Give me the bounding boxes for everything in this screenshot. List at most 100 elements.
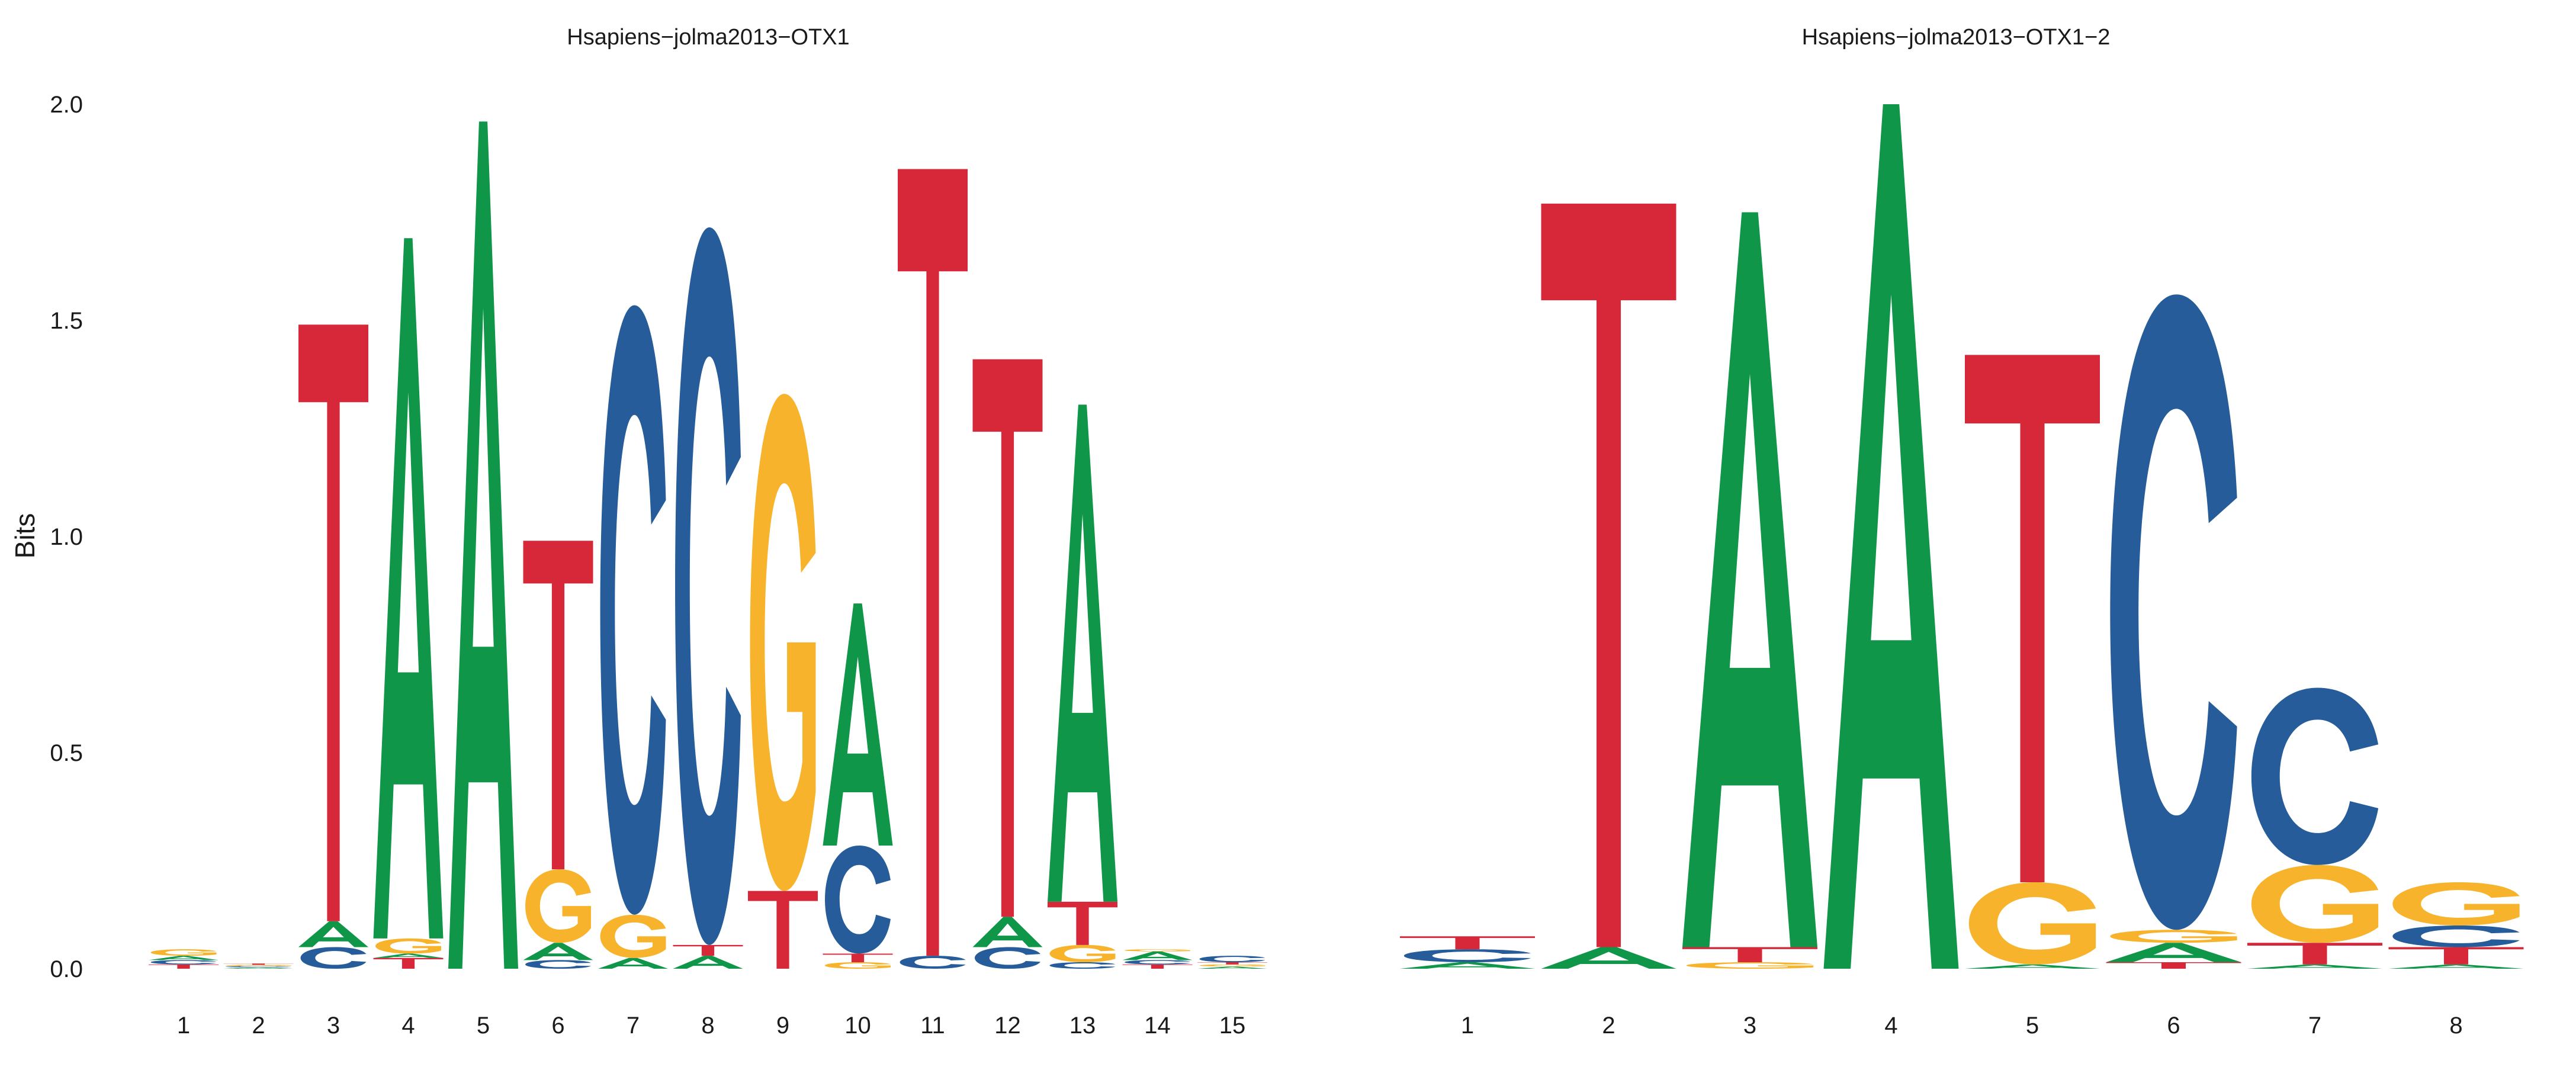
- x-tick-label: 8: [701, 1013, 714, 1039]
- letter-t-p1: [149, 964, 219, 969]
- letter-a-p3: [298, 921, 368, 947]
- x-tick-label: 11: [920, 1013, 945, 1039]
- letter-a-p5: [448, 121, 518, 969]
- letter-c-p7: [2251, 687, 2379, 865]
- letter-a-p4: [373, 238, 444, 939]
- letter-t-p6: [523, 541, 593, 870]
- x-tick-label: 1: [177, 1013, 190, 1039]
- y-axis-label: Bits: [9, 513, 40, 559]
- letter-t-p8: [673, 944, 743, 956]
- letter-t-p4: [373, 957, 444, 969]
- letter-t-p2: [1541, 203, 1676, 947]
- letter-g-p2: [226, 965, 291, 966]
- letter-c-p2: [226, 966, 291, 968]
- x-tick-label: 4: [1884, 1013, 1897, 1039]
- letter-t-p12: [972, 359, 1043, 917]
- letter-t-p15: [1197, 962, 1267, 965]
- letter-c-p10: [825, 845, 891, 954]
- x-tick-label: 5: [2026, 1013, 2039, 1039]
- x-tick-label: 2: [1602, 1013, 1615, 1039]
- x-tick-label: 3: [327, 1013, 340, 1039]
- letter-t-p9: [748, 891, 818, 969]
- logo-panel-otx1: Hsapiens−jolma2013−OTX1 1 2 3 4 5 6 7 8 9 10 11 12 1…: [149, 25, 1267, 1039]
- letter-a-p3: [1682, 212, 1817, 947]
- letter-c-p12: [975, 947, 1040, 969]
- x-tick-label: 1: [1461, 1013, 1474, 1039]
- letter-a-p2: [223, 967, 294, 969]
- x-tick-label: 3: [1743, 1013, 1756, 1039]
- letter-t-p5: [1965, 355, 2100, 882]
- letter-c-p7: [600, 305, 666, 915]
- letter-g-p8: [2392, 882, 2520, 925]
- letter-g-p10: [825, 962, 891, 969]
- letter-g-p6: [2110, 930, 2237, 943]
- x-tick-label: 14: [1144, 1013, 1171, 1039]
- letter-g-p15: [1199, 964, 1265, 967]
- letter-a-p2: [1541, 947, 1676, 969]
- letter-t-p13: [1048, 901, 1117, 945]
- logo-panel-otx1-2: Hsapiens−jolma2013−OTX1−2 1 2 3 4 5 6 7 8: [1400, 25, 2524, 1039]
- letter-t-p6: [2106, 962, 2241, 969]
- x-tick-label: 4: [402, 1013, 415, 1039]
- x-tick-label: 6: [551, 1013, 564, 1039]
- letter-a-p6: [2106, 943, 2241, 963]
- letter-a-p6: [523, 943, 593, 960]
- panel-title-otx1-2: Hsapiens−jolma2013−OTX1−2: [1802, 25, 2111, 50]
- x-tick-label: 13: [1069, 1013, 1096, 1039]
- letter-t-p8: [2388, 947, 2524, 965]
- letter-a-p8: [673, 956, 743, 969]
- letter-a-p7: [2247, 964, 2382, 969]
- x-tick-label: 12: [994, 1013, 1021, 1039]
- letter-a-p13: [1048, 404, 1117, 902]
- letter-c-p1: [150, 960, 217, 965]
- letter-g-p5: [1968, 882, 2096, 965]
- x-tick-label: 7: [2308, 1013, 2321, 1039]
- y-axis: Bits 0.0 0.5 1.0 1.5 2.0: [9, 92, 83, 982]
- letter-g-p3: [1686, 962, 1814, 969]
- letter-c-p3: [300, 947, 367, 969]
- letter-g-p1: [150, 949, 217, 956]
- letter-a-p4: [373, 953, 444, 958]
- panel-title-otx1: Hsapiens−jolma2013−OTX1: [567, 25, 849, 50]
- letter-t-p11: [898, 169, 968, 956]
- y-tick-label: 0.0: [50, 956, 83, 982]
- letter-c-p8: [675, 227, 741, 945]
- letter-c-p6: [525, 960, 591, 969]
- x-tick-label: 7: [627, 1013, 640, 1039]
- letter-g-p9: [750, 394, 816, 891]
- letter-c-p11: [900, 956, 966, 969]
- x-tick-label: 5: [477, 1013, 490, 1039]
- letter-c-p8: [2392, 925, 2520, 947]
- letter-a-p1: [1400, 962, 1535, 969]
- letter-a-p14: [1122, 951, 1193, 960]
- letter-t-p1: [1400, 936, 1535, 950]
- letter-t-p14: [1122, 964, 1193, 969]
- letter-a-p4: [1823, 104, 1959, 969]
- letter-c-p14: [1125, 960, 1190, 965]
- letter-g-p7: [2251, 865, 2379, 943]
- x-tick-label: 8: [2449, 1013, 2462, 1039]
- letter-a-p7: [598, 957, 668, 969]
- letter-a-p1: [149, 956, 219, 960]
- letter-a-p12: [972, 917, 1043, 947]
- letter-c-p6: [2110, 294, 2237, 930]
- x-tick-label: 2: [252, 1013, 265, 1039]
- letter-t-p7: [2247, 943, 2382, 965]
- letter-c-p13: [1049, 962, 1116, 969]
- y-tick-label: 0.5: [50, 740, 83, 766]
- letter-g-p13: [1049, 944, 1116, 963]
- letter-g-p14: [1125, 949, 1190, 952]
- letter-g-p7: [600, 914, 666, 958]
- letter-a-p8: [2388, 964, 2524, 969]
- letter-t-p10: [823, 953, 893, 963]
- x-tick-label: 10: [844, 1013, 871, 1039]
- y-tick-label: 2.0: [50, 92, 83, 118]
- letter-g-p6: [525, 869, 591, 943]
- letter-t-p3: [298, 324, 368, 921]
- y-tick-label: 1.0: [50, 524, 83, 550]
- x-tick-label: 6: [2167, 1013, 2180, 1039]
- letter-g-p4: [375, 938, 441, 954]
- letter-c-p1: [1403, 949, 1531, 963]
- y-tick-label: 1.5: [50, 308, 83, 334]
